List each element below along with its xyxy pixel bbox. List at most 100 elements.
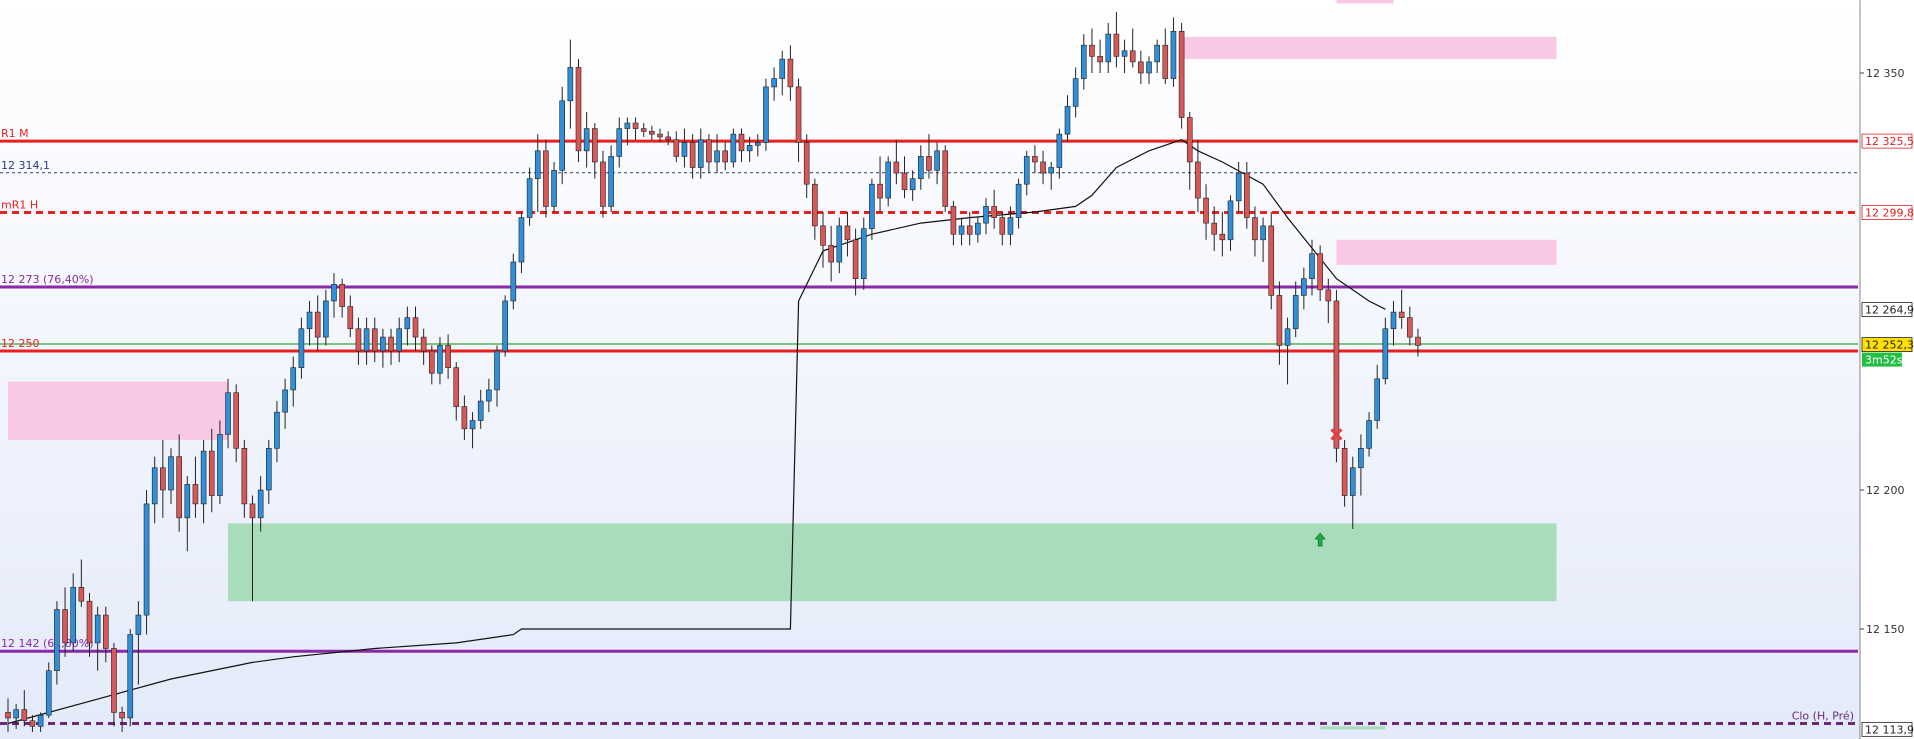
candle-body-down [991,206,997,218]
candle [934,142,940,185]
candle [1195,139,1201,212]
candle [388,328,394,365]
candle-body-up [265,447,272,491]
candle-body-up [1382,328,1389,380]
candle-body-up [510,261,517,302]
candle [1170,17,1177,87]
candle [665,131,671,146]
candle-body-up [380,336,386,352]
price-tag-label: 12 113,9 [1865,723,1914,736]
candle [966,212,973,246]
candle [1235,161,1242,212]
candle [1284,317,1291,385]
candle [274,401,280,463]
candle-body-down [420,336,427,352]
candle-body-down [103,614,109,649]
candle-body-down [249,503,256,519]
candle-body-up [697,139,704,168]
candle [681,128,688,168]
candle [673,131,680,162]
candle-body-down [657,133,663,138]
candle [13,704,19,730]
candle [119,706,125,732]
candle-body-down [738,133,745,152]
candle [1138,50,1144,85]
candle-body-up [869,183,875,229]
candle [730,128,737,168]
candle-body-up [37,714,44,727]
candle [958,217,965,246]
candle-body-up [331,283,337,302]
candle [339,278,345,318]
candle-body-up [1349,467,1356,496]
candle-body-down [1186,117,1193,163]
candle-body-up [1284,328,1291,346]
candle [763,78,769,151]
candle-body-down [339,283,345,307]
candle [1015,178,1022,229]
candle [518,212,525,274]
candle [608,145,614,212]
candle-body-down [461,406,468,430]
candle-body-up [151,467,158,505]
candle [1081,34,1087,90]
candle-body-up [494,350,500,391]
candle [1252,206,1258,257]
candle [917,145,924,190]
candle-body-down [893,161,900,174]
candle [1048,161,1054,190]
candle [420,328,427,365]
candle-body-up [836,225,843,263]
candle-body-up [1105,33,1112,63]
candle [94,606,101,671]
buy-arrow-icon[interactable] [1314,532,1326,547]
candle [738,128,745,162]
candle-body-up [518,217,525,263]
candle-body-up [885,161,892,199]
candle-body-up [567,67,574,102]
candle-body-up [1064,106,1071,135]
candle-body-up [477,400,484,421]
candle-body-up [1023,156,1030,185]
price-axis[interactable]: 12 350 12 200 12 150 12 325,5 12 299,8 12 264… [1859,0,1914,739]
candle-body-down [192,484,199,505]
price-tag [1861,205,1913,220]
candle-body-down [160,467,166,491]
candle [217,420,223,504]
candle [1162,28,1169,85]
candle-body-down [1407,317,1413,338]
candle-body-down [852,239,859,280]
candle-body-down [1341,447,1348,496]
candle [787,45,794,101]
candle [950,200,957,246]
candles-layer [5,11,1421,732]
candle [828,225,834,282]
cross-icon[interactable] [1330,428,1343,441]
candle [583,111,590,168]
candle-body-up [257,489,264,519]
candle-body-down [632,122,639,129]
candle-body-down [966,225,973,235]
candle [208,428,215,513]
candle-body-down [649,131,655,135]
candle [103,606,109,663]
candle [21,690,28,727]
candle [657,128,663,143]
candle [404,306,411,346]
candle [453,362,460,421]
candle [706,134,712,174]
candle-body-down [1276,295,1283,346]
candle [1007,206,1014,246]
level-label: mR1 H [1,199,38,212]
candle [722,142,729,171]
y-tick-label: 12 200 [1866,484,1905,497]
candle-body-up [217,434,223,496]
candle-body-down [820,225,826,246]
candle [1064,95,1071,143]
candle-body-up [1072,78,1079,107]
candle [355,317,362,365]
candle [975,217,981,243]
candle [885,156,892,207]
